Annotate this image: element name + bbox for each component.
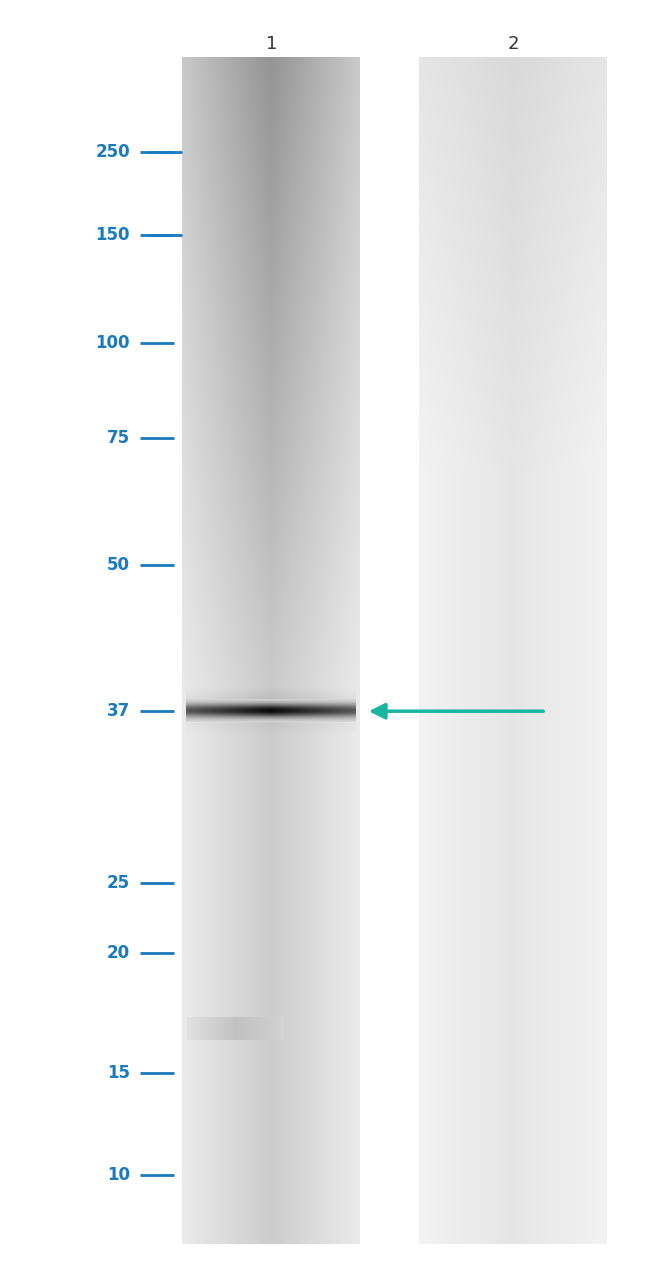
- Text: 25: 25: [107, 874, 130, 892]
- Text: 75: 75: [107, 429, 130, 447]
- Text: 20: 20: [107, 944, 130, 961]
- Text: 10: 10: [107, 1166, 130, 1184]
- Text: 150: 150: [96, 226, 130, 244]
- Text: 100: 100: [96, 334, 130, 352]
- Text: 2: 2: [508, 36, 519, 53]
- Text: 15: 15: [107, 1064, 130, 1082]
- Text: 50: 50: [107, 556, 130, 574]
- Text: 1: 1: [266, 36, 277, 53]
- Text: 37: 37: [107, 702, 130, 720]
- Text: 250: 250: [96, 144, 130, 161]
